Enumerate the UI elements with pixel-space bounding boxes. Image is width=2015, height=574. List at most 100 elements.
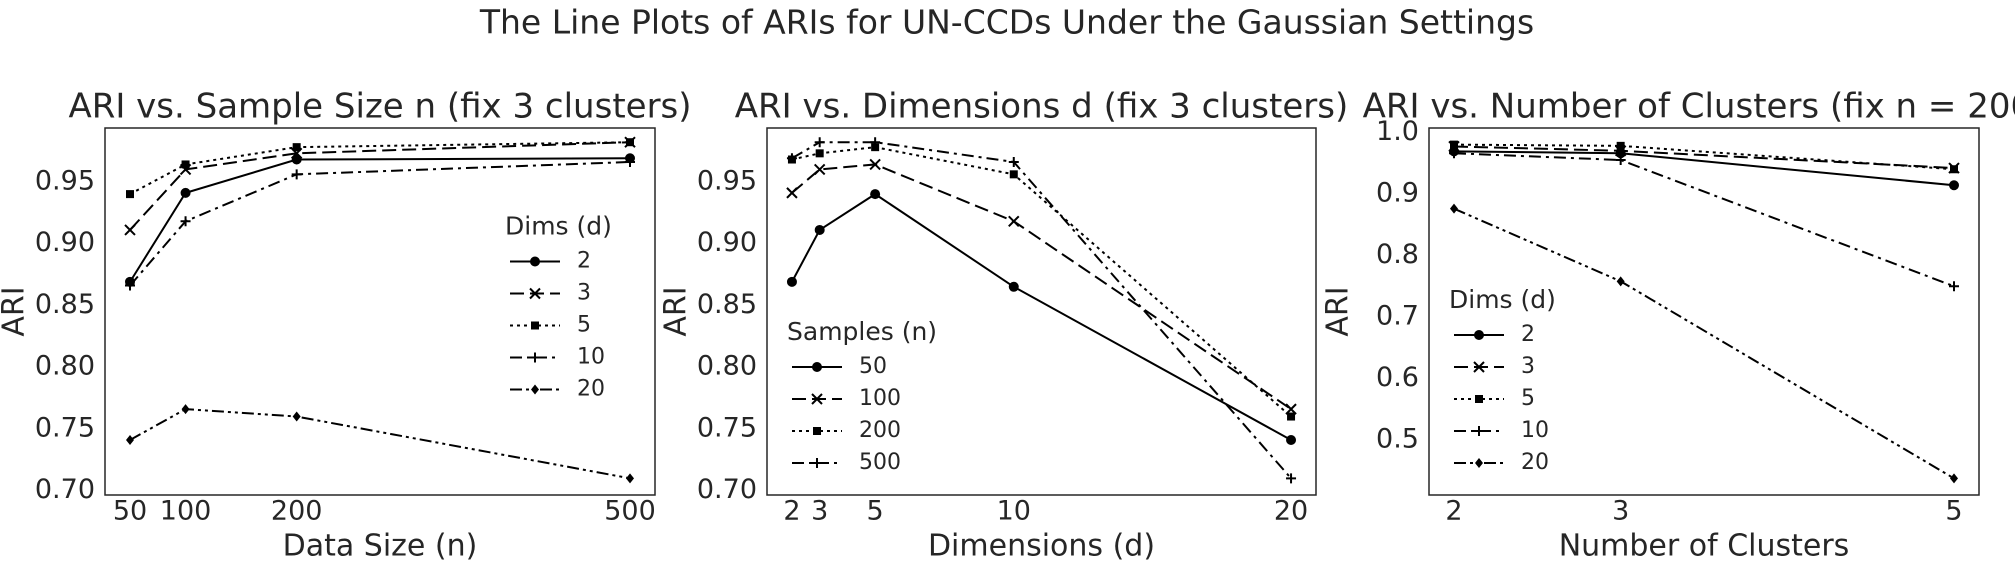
x-tick-label: 2: [1445, 496, 1462, 527]
subplot-title: ARI vs. Sample Size n (fix 3 clusters): [68, 87, 691, 127]
marker: [292, 411, 301, 422]
y-axis-label: ARI: [1321, 286, 1356, 336]
marker: [786, 187, 798, 199]
legend: Dims (d) 2 3 5 10 20: [1449, 285, 1556, 475]
line: [129, 141, 631, 195]
y-axis-label: ARI: [0, 286, 32, 336]
x-tick-label: 3: [1612, 496, 1629, 527]
legend-title: Dims (d): [1449, 285, 1556, 314]
plot-frame: [1428, 127, 1980, 496]
line: [129, 160, 631, 287]
marker: [812, 458, 822, 468]
subplot: ARI vs. Sample Size n (fix 3 clusters) Da…: [0, 87, 692, 564]
marker: [1615, 155, 1626, 166]
x-axis-label: Data Size (n): [283, 529, 478, 564]
legend-label: 5: [577, 313, 591, 338]
marker: [126, 435, 134, 446]
y-tick-label: 0.85: [35, 289, 95, 320]
legend-label: 20: [1521, 450, 1549, 475]
x-tick-label: 5: [867, 496, 884, 527]
marker: [1009, 170, 1018, 179]
marker: [1949, 281, 1959, 292]
x-tick-label: 100: [160, 496, 212, 527]
y-tick-label: 0.90: [697, 227, 757, 258]
y-tick-label: 0.9: [1376, 177, 1419, 208]
marker: [1474, 330, 1484, 340]
y-tick-label: 0.8: [1376, 239, 1419, 270]
marker: [813, 163, 826, 176]
figure-title: The Line Plots of ARIs for UN-CCDs Under…: [479, 3, 1534, 42]
marker: [181, 160, 190, 169]
marker: [125, 280, 135, 291]
legend-label: 5: [1521, 386, 1535, 411]
x-tick-label: 500: [604, 496, 656, 527]
x-axis-label: Number of Clusters: [1559, 529, 1850, 564]
marker: [869, 158, 881, 171]
marker: [292, 143, 301, 152]
marker: [126, 190, 134, 199]
subplot-title: ARI vs. Number of Clusters (fix n = 200): [1363, 87, 2015, 127]
plot-frame: [766, 127, 1317, 496]
marker: [180, 216, 191, 227]
y-tick-label: 0.6: [1376, 362, 1419, 393]
subplot-title: ARI vs. Dimensions d (fix 3 clusters): [735, 87, 1348, 127]
marker: [1287, 412, 1296, 421]
line: [1453, 152, 1955, 288]
y-tick-label: 0.80: [697, 351, 757, 382]
marker: [786, 276, 797, 287]
line: [129, 141, 631, 231]
marker: [531, 321, 539, 330]
marker: [1949, 180, 1959, 191]
x-tick-label: 3: [811, 496, 828, 527]
marker: [531, 384, 539, 395]
marker: [1008, 156, 1019, 167]
x-tick-label: 50: [113, 496, 147, 527]
marker: [1473, 361, 1485, 373]
legend-label: 3: [1521, 354, 1535, 379]
legend-label: 2: [577, 249, 591, 274]
y-tick-label: 0.70: [697, 474, 757, 505]
marker: [291, 169, 302, 180]
legend: Dims (d) 2 3 5 10 20: [505, 212, 612, 402]
marker: [181, 404, 190, 415]
x-axis-label: Dimensions (d): [928, 529, 1155, 564]
marker: [626, 473, 634, 484]
legend-label: 100: [859, 386, 901, 411]
x-tick-label: 2: [783, 496, 800, 527]
legend-title: Samples (n): [787, 317, 937, 346]
y-tick-label: 0.75: [35, 412, 95, 443]
marker: [1950, 165, 1958, 174]
marker: [1286, 473, 1297, 484]
marker: [1474, 426, 1484, 436]
subplot: ARI vs. Dimensions d (fix 3 clusters) Dim…: [659, 87, 1349, 564]
y-tick-label: 0.95: [697, 165, 757, 196]
y-tick-label: 0.5: [1376, 424, 1419, 455]
legend-title: Dims (d): [505, 212, 612, 241]
marker: [529, 287, 541, 300]
marker: [530, 256, 540, 267]
y-tick-label: 0.80: [35, 351, 95, 382]
y-tick-label: 0.90: [35, 227, 95, 258]
line: [129, 408, 631, 480]
legend-label: 200: [859, 418, 901, 443]
marker: [530, 352, 540, 363]
legend-label: 500: [859, 450, 901, 475]
marker: [786, 153, 797, 164]
legend-label: 10: [577, 345, 605, 370]
marker: [813, 427, 821, 435]
marker: [625, 156, 635, 167]
marker: [626, 138, 634, 147]
marker: [1286, 435, 1297, 446]
line: [129, 157, 631, 283]
legend-label: 10: [1521, 418, 1549, 443]
y-tick-label: 0.7: [1376, 301, 1419, 332]
marker: [1616, 276, 1625, 287]
marker: [180, 187, 191, 198]
marker: [1008, 281, 1019, 292]
line: [791, 141, 1292, 479]
marker: [814, 224, 825, 235]
marker: [1950, 473, 1958, 484]
legend-label: 3: [577, 281, 591, 306]
x-tick-label: 10: [997, 496, 1031, 527]
